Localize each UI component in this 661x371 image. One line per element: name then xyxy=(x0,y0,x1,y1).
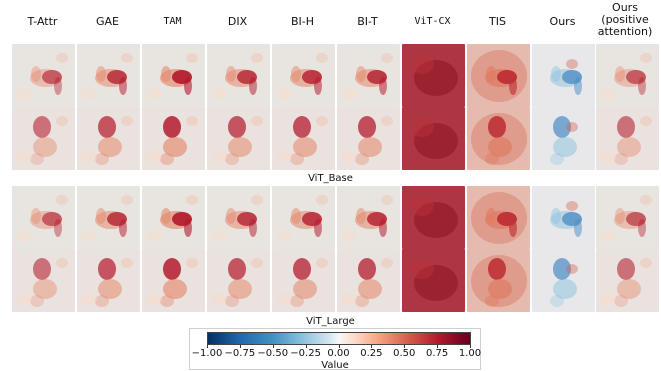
heatmap-tile-gae-row1 xyxy=(77,44,140,107)
heatmap-tile-gae-row2 xyxy=(77,107,140,170)
col-header-tam: TAM xyxy=(163,16,182,27)
colorbar-tick-label: 0.00 xyxy=(327,348,350,359)
heatmap-tile-tam-row3 xyxy=(142,186,205,249)
heatmap-tile-bi-h-row3 xyxy=(272,186,335,249)
colorbar-tick-label: 0.25 xyxy=(360,348,383,359)
colorbar-tick xyxy=(239,345,241,348)
heatmap-tile-vit-cx-row2 xyxy=(402,107,465,170)
col-header-gae: GAE xyxy=(96,15,119,28)
heatmap-tile-ours-positive-row2 xyxy=(596,107,659,170)
colorbar-tick xyxy=(404,345,406,348)
colorbar-tick xyxy=(207,345,208,348)
colorbar-tick-label: 0.50 xyxy=(393,348,416,359)
col-header-dix: DIX xyxy=(227,15,248,28)
section-label-vit-base: ViT_Base xyxy=(308,173,353,184)
colorbar-tick xyxy=(371,345,373,348)
section-label-vit-large: ViT_Large xyxy=(306,316,355,327)
colorbar-tick xyxy=(305,345,307,348)
colorbar-label: Value xyxy=(321,360,349,371)
heatmap-tile-ours-positive-row1 xyxy=(596,44,659,107)
col-header-bi-t: BI-T xyxy=(357,15,378,28)
heatmap-tile-tam-row4 xyxy=(142,249,205,312)
heatmap-tile-ours-positive-row3 xyxy=(596,186,659,249)
heatmap-tile-tam-row2 xyxy=(142,107,205,170)
heatmap-tile-vit-cx-row4 xyxy=(402,249,465,312)
heatmap-tile-dix-row4 xyxy=(207,249,270,312)
heatmap-tile-vit-cx-row1 xyxy=(402,44,465,107)
heatmap-tile-dix-row1 xyxy=(207,44,270,107)
heatmap-tile-tis-row1 xyxy=(467,44,530,107)
heatmap-tile-tis-row2 xyxy=(467,107,530,170)
heatmap-tile-dix-row2 xyxy=(207,107,270,170)
heatmap-tile-dix-row3 xyxy=(207,186,270,249)
heatmap-tile-bi-h-row2 xyxy=(272,107,335,170)
heatmap-tile-bi-h-row1 xyxy=(272,44,335,107)
colorbar-tick-label: −0.50 xyxy=(257,348,289,359)
colorbar-gradient xyxy=(207,332,471,345)
heatmap-tile-bi-t-row3 xyxy=(337,186,400,249)
heatmap-tile-tis-row3 xyxy=(467,186,530,249)
col-header-ours: Ours xyxy=(549,15,576,28)
heatmap-tile-t-attr-row3 xyxy=(12,186,75,249)
heatmap-tile-bi-t-row4 xyxy=(337,249,400,312)
heatmap-tile-bi-t-row1 xyxy=(337,44,400,107)
colorbar-tick xyxy=(338,345,340,348)
colorbar-tick xyxy=(437,345,439,348)
heatmap-tile-ours-row3 xyxy=(532,186,595,249)
colorbar-tick xyxy=(272,345,274,348)
heatmap-tile-t-attr-row4 xyxy=(12,249,75,312)
heatmap-tile-t-attr-row1 xyxy=(12,44,75,107)
heatmap-tile-bi-t-row2 xyxy=(337,107,400,170)
colorbar-tick-label: −1.00 xyxy=(191,348,223,359)
col-header-vit-cx: ViT-CX xyxy=(414,16,451,27)
heatmap-tile-bi-h-row4 xyxy=(272,249,335,312)
heatmap-tile-ours-positive-row4 xyxy=(596,249,659,312)
colorbar-tick xyxy=(470,345,471,348)
colorbar-tick-label: −0.75 xyxy=(224,348,256,359)
heatmap-tile-tam-row1 xyxy=(142,44,205,107)
heatmap-tile-tis-row4 xyxy=(467,249,530,312)
col-header-t-attr: T-Attr xyxy=(27,15,58,28)
heatmap-tile-gae-row3 xyxy=(77,186,140,249)
colorbar-tick-label: 1.00 xyxy=(458,348,482,359)
heatmap-tile-ours-row1 xyxy=(532,44,595,107)
colorbar-tick-label: −0.25 xyxy=(290,348,321,359)
heatmap-tile-vit-cx-row3 xyxy=(402,186,465,249)
col-header-bi-h: BI-H xyxy=(290,15,315,28)
col-header-ours-positive: Ours (positive attention) xyxy=(597,1,653,38)
colorbar-tick-label: 0.75 xyxy=(425,348,449,359)
col-header-tis: TIS xyxy=(489,15,506,28)
heatmap-tile-t-attr-row2 xyxy=(12,107,75,170)
heatmap-tile-gae-row4 xyxy=(77,249,140,312)
heatmap-tile-ours-row2 xyxy=(532,107,595,170)
heatmap-tile-ours-row4 xyxy=(532,249,595,312)
